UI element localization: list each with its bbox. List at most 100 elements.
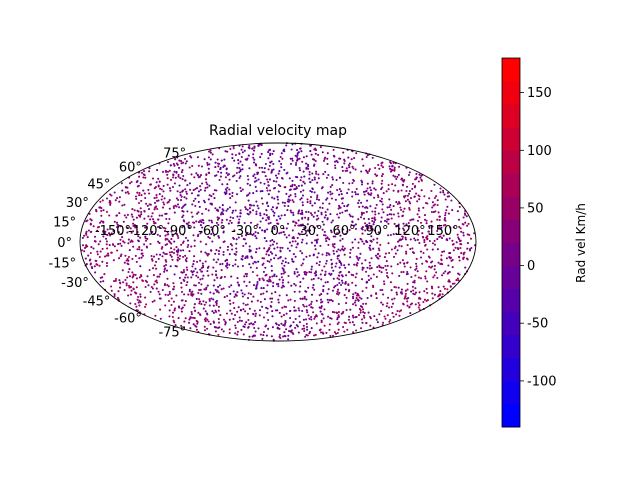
data-point [291,183,294,186]
data-point [341,169,344,172]
data-point [362,266,365,269]
data-point [415,257,418,260]
data-point [95,259,98,262]
data-point [315,170,318,173]
data-point [248,144,251,147]
data-point [302,258,305,261]
data-point [316,234,319,237]
data-point [358,199,361,202]
data-point [166,183,169,186]
data-point [317,173,320,176]
data-point [192,263,195,266]
data-point [168,169,171,172]
data-point [398,244,401,247]
data-point [140,210,143,214]
data-point [287,338,290,341]
data-point [273,257,276,260]
data-point [296,271,299,274]
data-point [96,263,99,266]
data-point [456,233,459,236]
data-point [303,226,306,229]
data-point [392,205,395,208]
data-point [118,257,121,260]
data-point [206,183,209,186]
data-point [312,215,315,218]
data-point [315,262,318,265]
data-point [103,273,106,276]
data-point [447,279,451,282]
data-point [338,281,341,285]
data-point [199,188,202,191]
data-point [188,182,191,185]
data-point [319,298,323,301]
data-point [262,334,265,337]
data-point [448,195,451,198]
data-point [420,189,423,192]
data-point [259,156,262,159]
data-point [288,195,291,198]
data-point [360,212,364,215]
data-point [233,252,236,255]
data-point [423,195,426,198]
data-point [265,186,268,190]
data-point [285,172,288,175]
data-point [165,260,168,263]
data-point [321,228,324,231]
data-point [437,211,440,214]
data-point [405,185,409,188]
data-point [236,310,239,313]
data-point [316,238,319,241]
data-point [253,326,256,330]
data-point [263,167,266,170]
data-point [384,317,387,320]
data-point [459,246,462,250]
data-point [293,184,296,187]
data-point [217,209,220,213]
data-point [100,214,103,217]
data-point [346,169,349,172]
data-point [381,321,385,324]
data-point [314,270,317,273]
data-point [244,303,247,307]
data-point [203,303,206,306]
data-point [446,205,449,208]
data-point [265,290,268,293]
data-point [117,298,120,301]
data-point [344,209,347,212]
data-point [118,286,122,289]
data-point [138,304,141,307]
data-point [323,216,326,219]
data-point [266,259,269,263]
y-tick-label: 0° [57,236,72,251]
data-point [192,260,195,263]
data-point [228,206,231,209]
data-point [395,293,399,296]
data-point [433,293,436,296]
data-point [362,211,365,215]
data-point [446,272,449,275]
data-point [310,293,314,296]
data-point [322,285,325,288]
data-point [361,308,365,311]
data-point [228,188,231,191]
data-point [317,217,320,220]
data-point [226,186,229,189]
data-point [197,211,200,214]
data-point [283,201,287,204]
data-point [175,294,178,297]
data-point [308,332,311,335]
data-point [106,234,109,237]
data-point [204,288,207,291]
data-point [195,220,198,223]
data-point [365,270,368,273]
data-point [206,313,209,316]
data-point [172,288,175,291]
data-point [316,256,319,259]
data-point [120,232,123,235]
data-point [344,232,347,236]
data-point [340,193,343,196]
data-point [304,335,307,338]
data-point [264,175,267,178]
data-point [389,204,392,207]
data-point [217,258,220,261]
